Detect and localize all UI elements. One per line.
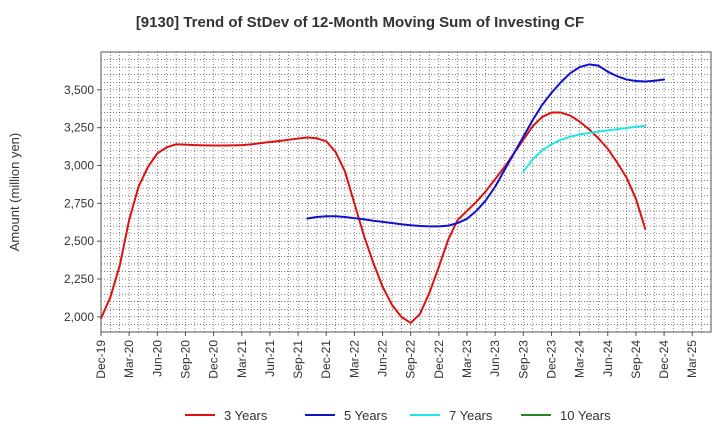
- y-tick-label: 2,250: [64, 272, 94, 286]
- y-tick-label: 2,750: [64, 196, 94, 210]
- series-line-3-years: [100, 111, 647, 324]
- x-tick-label: Dec-22: [432, 340, 446, 379]
- x-tick-label: Mar-21: [235, 340, 249, 378]
- legend: 3 Years 5 Years 7 Years 10 Years: [185, 408, 611, 423]
- plot-frame: [100, 51, 712, 333]
- y-tick-label: 2,500: [64, 234, 94, 248]
- x-tick-label: Sep-23: [516, 340, 530, 379]
- x-tick-label: Jun-20: [150, 340, 164, 377]
- x-tick-label: Sep-21: [291, 340, 305, 379]
- legend-label: 10 Years: [560, 408, 611, 423]
- y-tick-label: 2,000: [64, 310, 94, 324]
- x-tick-label: Dec-19: [94, 340, 108, 379]
- x-tick-label: Mar-20: [122, 340, 136, 378]
- x-axis-ticks: Dec-19 Mar-20 Jun-20 Sep-20 Dec-20 Mar-21 Jun-…: [94, 332, 699, 379]
- x-tick-label: Mar-22: [347, 340, 361, 378]
- series-line-7-years: [522, 124, 647, 173]
- x-tick-label: Mar-23: [460, 340, 474, 378]
- x-tick-label: Dec-24: [657, 340, 671, 379]
- x-tick-label: Jun-21: [263, 340, 277, 377]
- legend-label: 5 Years: [344, 408, 388, 423]
- x-tick-label: Sep-20: [178, 340, 192, 379]
- x-tick-label: Mar-24: [573, 340, 587, 378]
- x-tick-label: Mar-25: [685, 340, 699, 378]
- x-tick-label: Sep-24: [629, 340, 643, 379]
- legend-label: 7 Years: [449, 408, 493, 423]
- x-tick-label: Dec-21: [319, 340, 333, 379]
- y-tick-label: 3,000: [64, 159, 94, 173]
- x-tick-label: Jun-23: [488, 340, 502, 377]
- x-tick-label: Jun-24: [601, 340, 615, 377]
- x-tick-label: Sep-22: [404, 340, 418, 379]
- y-tick-label: 3,250: [64, 121, 94, 135]
- plot-area: [101, 52, 711, 332]
- y-axis-title: Amount (million yen): [7, 133, 22, 252]
- x-tick-label: Dec-23: [544, 340, 558, 379]
- chart-title: [9130] Trend of StDev of 12-Month Moving…: [135, 14, 585, 31]
- legend-label: 3 Years: [224, 408, 268, 423]
- series-lines: [100, 63, 666, 324]
- y-axis-ticks: 2,000 2,250 2,500 2,750 3,000 3,250 3,500: [64, 83, 101, 324]
- series-line-5-years: [306, 63, 666, 228]
- x-tick-label: Jun-22: [376, 340, 390, 377]
- y-tick-label: 3,500: [64, 83, 94, 97]
- x-tick-label: Dec-20: [207, 340, 221, 379]
